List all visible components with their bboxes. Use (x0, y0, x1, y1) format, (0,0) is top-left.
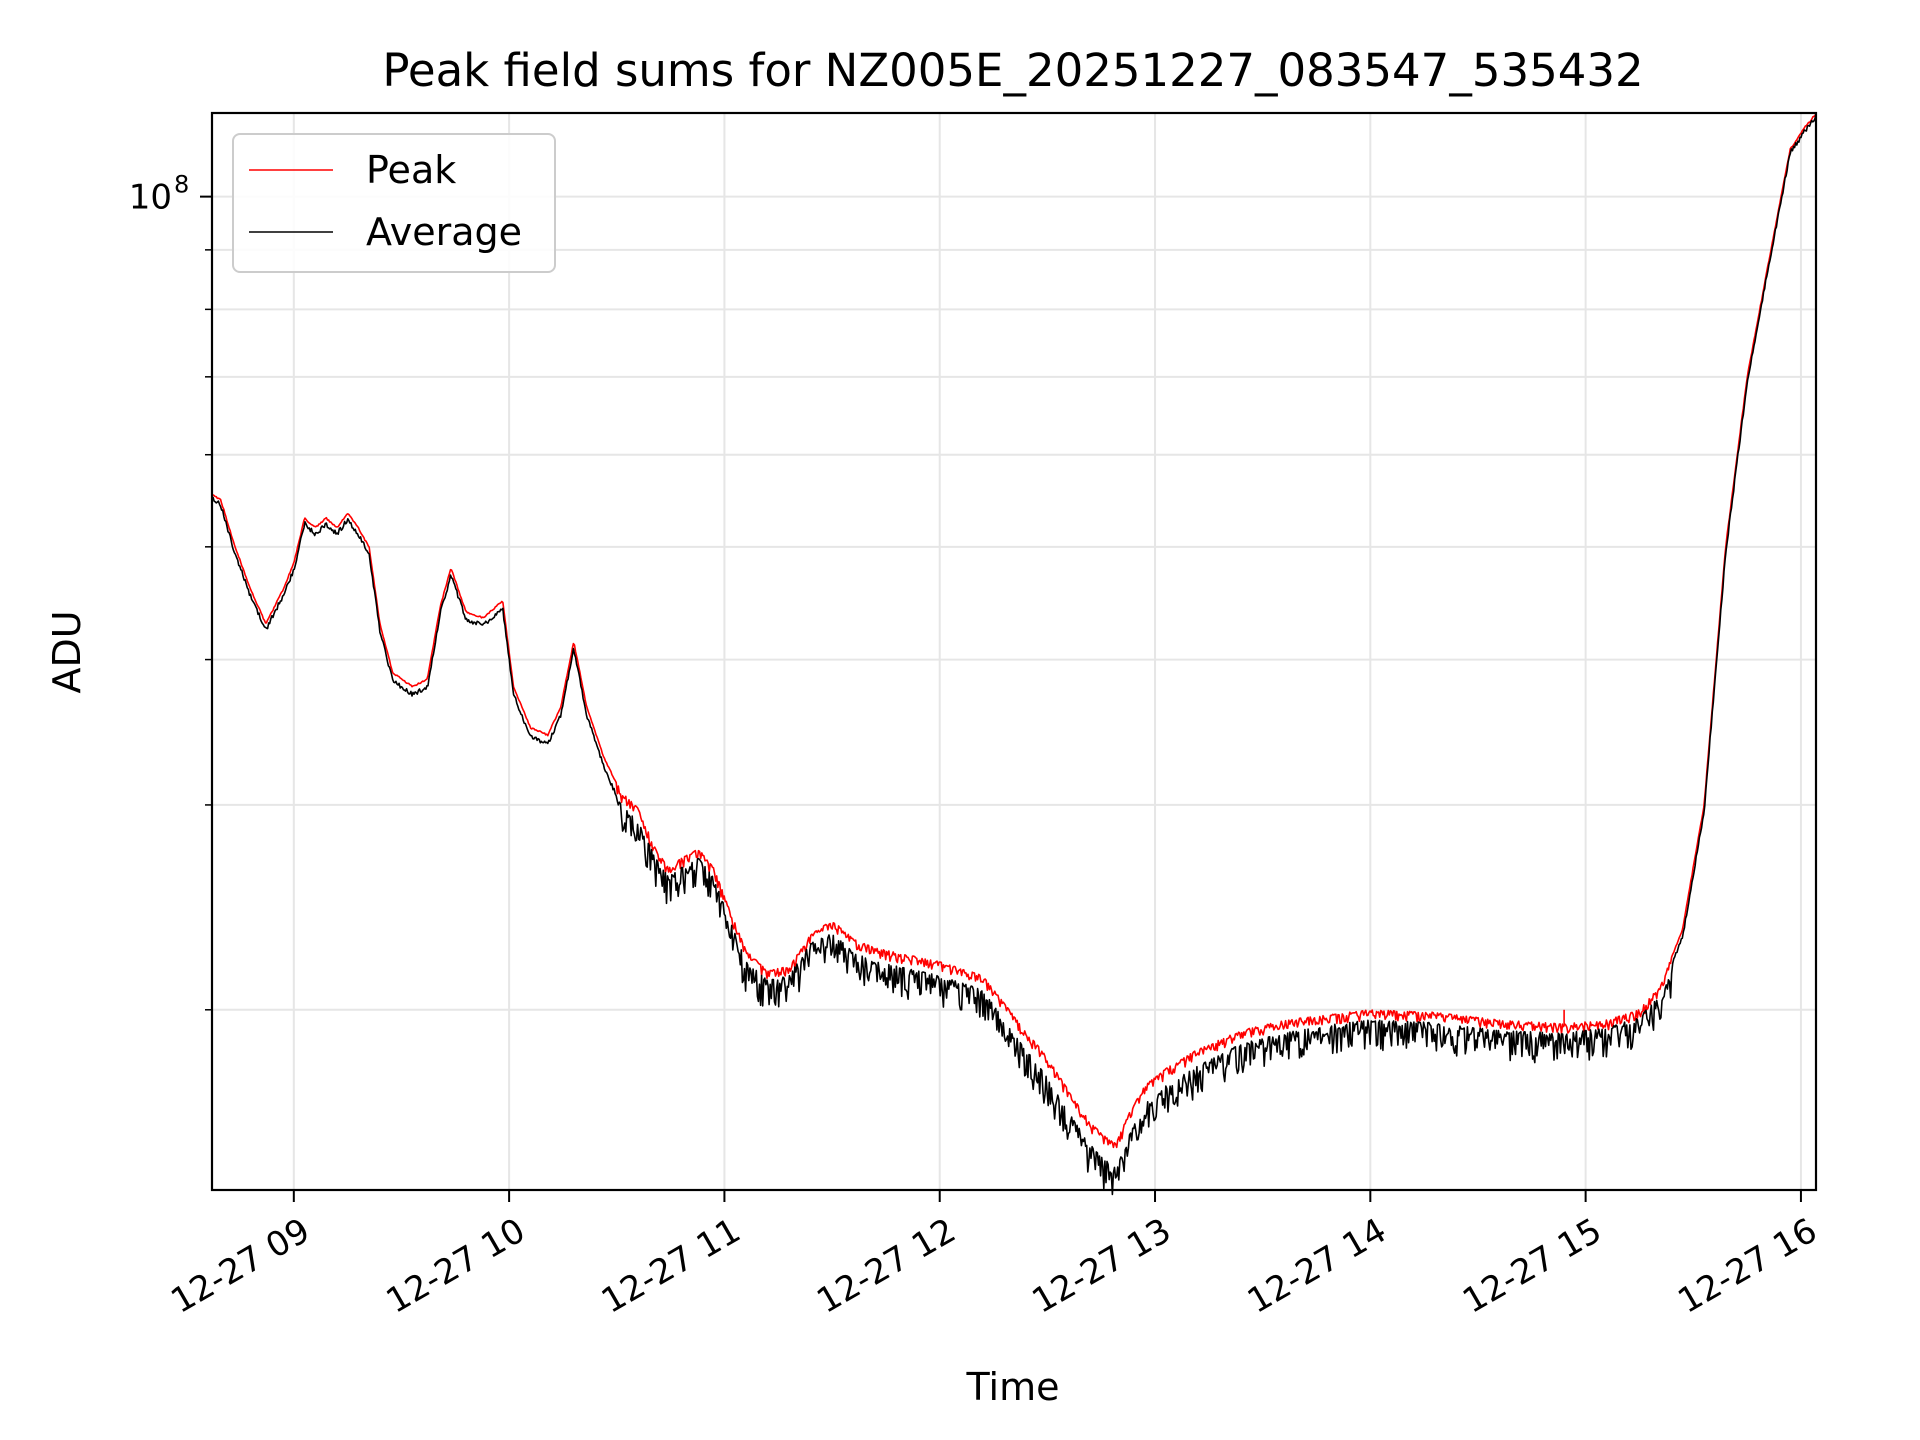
x-axis-label: Time (966, 1365, 1060, 1409)
y-tick-label-exponent: 8 (174, 171, 189, 199)
legend-label-average: Average (366, 210, 522, 254)
series-line-average (211, 114, 1817, 1196)
legend-label-peak: Peak (366, 148, 456, 192)
series-layer (211, 112, 1817, 1196)
grid-lines (212, 113, 1816, 1190)
y-axis-label: ADU (45, 610, 89, 693)
legend: Peak Average (232, 133, 556, 273)
chart-title: Peak field sums for NZ005E_20251227_0835… (382, 44, 1643, 97)
plot-frame (210, 111, 1818, 1192)
series-line-peak (211, 112, 1817, 1149)
y-tick-label-base: 10 (129, 178, 172, 218)
legend-box (232, 133, 556, 273)
